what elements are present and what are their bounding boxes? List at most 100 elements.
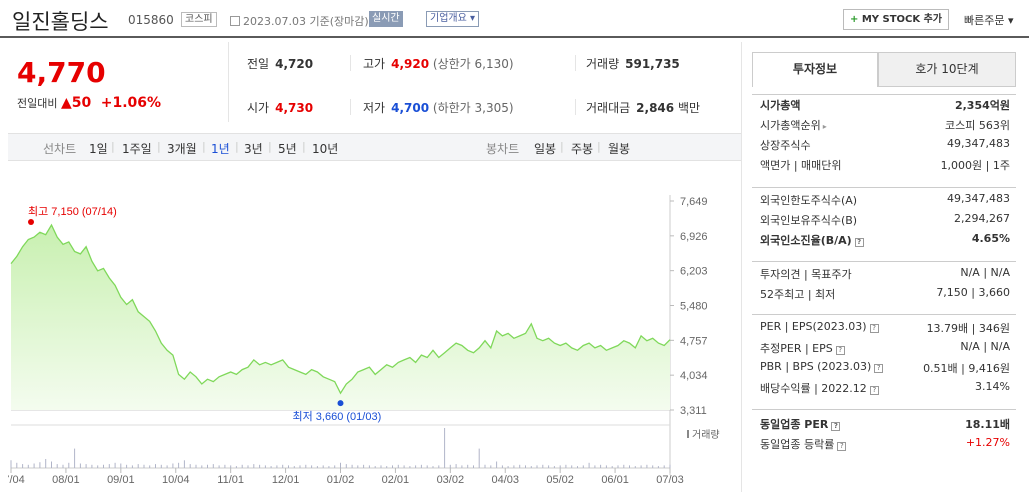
period-10y[interactable]: 10년 (312, 142, 339, 156)
chevron-down-icon: ▾ (1007, 14, 1014, 27)
period-5y[interactable]: 5년 (278, 142, 297, 156)
stock-code: 015860 (128, 13, 174, 27)
amount-unit: 백만 (677, 101, 701, 115)
info-row-value: +1.27% (965, 436, 1010, 449)
info-row-label: 동일업종 등락률? (760, 436, 847, 452)
period-1w[interactable]: 1주일 (122, 142, 152, 156)
help-icon[interactable]: ? (874, 364, 884, 373)
tab-invest-info[interactable]: 투자정보 (752, 52, 878, 87)
panel-divider (752, 94, 1016, 95)
help-icon[interactable]: ? (869, 386, 879, 395)
separator: | (268, 140, 272, 153)
info-row-label: 시가총액 (760, 97, 800, 113)
info-row-value: 3.14% (975, 380, 1010, 393)
tab-orderbook[interactable]: 호가 10단계 (878, 52, 1016, 87)
y-tick-label: 4,757 (680, 335, 708, 347)
candle-daily[interactable]: 일봉 (534, 142, 557, 156)
info-row-label: 투자의견 | 목표주가 (760, 266, 852, 282)
info-row-value: 코스피 563위 (945, 119, 1010, 132)
y-tick-label: 7,649 (680, 196, 708, 208)
info-row-label: 외국인보유주식수(B) (760, 212, 857, 228)
candle-weekly[interactable]: 주봉 (571, 142, 594, 156)
low-price: 저가 4,700 (하한가 3,305) (363, 99, 514, 116)
high-price: 고가 4,920 (상한가 6,130) (363, 55, 514, 72)
corp-info-dropdown[interactable]: 기업개요 ▾ (426, 11, 480, 27)
separator: | (235, 140, 239, 153)
up-triangle-icon: ▲ (60, 95, 72, 111)
info-row: 시가총액순위 ▸ 코스피 563위 (760, 117, 1010, 136)
info-row: 시가총액 2,354억원 (760, 97, 1010, 116)
info-row-label: 52주최고 | 최저 (760, 286, 835, 302)
open-price: 시가 4,730 (247, 99, 313, 116)
period-3m[interactable]: 3개월 (167, 142, 197, 156)
add-mystock-button[interactable]: + MY STOCK 추가 (843, 9, 949, 30)
info-row: 상장주식수 49,347,483 (760, 137, 1010, 156)
info-row-label-text: 외국인보유주식수(B) (760, 214, 858, 227)
panel-divider (752, 409, 1016, 410)
help-icon[interactable]: ? (835, 346, 845, 355)
open-label: 시가 (247, 101, 270, 115)
prev-close: 전일 4,720 (247, 55, 313, 72)
info-row-label-text: PER | EPS(2023.03) (760, 320, 867, 333)
separator: | (302, 140, 306, 153)
volume-value: 591,735 (625, 57, 680, 71)
info-row-label-text: 시가총액순위 (760, 119, 821, 132)
change-value: 50 (71, 95, 92, 111)
info-row-label-text: 추정PER | EPS (760, 342, 833, 355)
info-row-value: 4.65% (971, 232, 1010, 245)
info-row: 외국인보유주식수(B) 2,294,267 (760, 212, 1010, 231)
candle-monthly[interactable]: 월봉 (608, 142, 631, 156)
info-row-label: 액면가 | 매매단위 (760, 157, 842, 173)
info-row: PER | EPS(2023.03)? 13.79배 | 346원 (760, 320, 1010, 339)
info-row-label: 추정PER | EPS? (760, 340, 845, 356)
help-icon[interactable]: ? (854, 238, 864, 247)
help-icon[interactable]: ? (869, 324, 879, 333)
x-tick-label: 10/04 (162, 474, 190, 486)
x-tick-label: 12/01 (272, 474, 300, 486)
period-1d[interactable]: 1일 (89, 142, 108, 156)
y-tick-label: 4,034 (680, 370, 708, 382)
help-icon[interactable]: ? (831, 422, 841, 431)
change-pct: +1.06% (100, 95, 162, 111)
info-row-value: 13.79배 | 346원 (926, 322, 1010, 335)
separator: | (111, 140, 115, 153)
amount-label: 거래대금 (586, 101, 631, 115)
x-tick-label: 05/02 (546, 474, 574, 486)
volume-label: 거래량 (586, 57, 620, 71)
upper-limit: (상한가 6,130) (432, 57, 514, 71)
price-chart[interactable]: 7,649 6,926 6,203 5,480 4,757 4,034 3,311 최고 7,… (8, 185, 741, 492)
info-row-label-text: PBR | BPS (2023.03) (760, 360, 872, 373)
x-tick-label: 06/01 (601, 474, 629, 486)
info-row-label: 외국인소진율(B/A)? (760, 232, 864, 248)
info-row-value: 18.11배 (965, 418, 1010, 431)
plus-icon: + (849, 14, 859, 25)
chevron-right-icon[interactable]: ▸ (822, 122, 827, 131)
period-1y[interactable]: 1년 (211, 142, 230, 156)
amount-value: 2,846 (636, 101, 675, 115)
info-row-label-text: 배당수익률 | 2022.12 (760, 382, 867, 395)
info-row-value: 49,347,483 (947, 137, 1010, 150)
price-change: 전일대비 ▲50 +1.06% (17, 95, 161, 111)
info-row: 배당수익률 | 2022.12? 3.14% (760, 380, 1010, 399)
info-row-value: 2,354억원 (954, 99, 1010, 112)
quick-order-button[interactable]: 빠른주문 ▾ (964, 12, 1014, 28)
info-row-label: 외국인한도주식수(A) (760, 192, 857, 208)
help-icon[interactable]: ? (837, 442, 847, 451)
realtime-button[interactable]: 실시간 (369, 11, 403, 27)
x-tick-label: 01/02 (327, 474, 355, 486)
trade-amount: 거래대금 2,846 백만 (586, 99, 700, 116)
period-3y[interactable]: 3년 (244, 142, 263, 156)
y-tick-label: 6,203 (680, 266, 708, 278)
base-date-text: 2023.07.03 기준(장마감) (243, 15, 369, 28)
high-marker (28, 219, 34, 225)
info-row-value: N/A | N/A (960, 340, 1010, 353)
volume-label: 거래량 (692, 429, 720, 441)
line-chart-label: 선차트 (43, 142, 77, 156)
calendar-icon (230, 16, 240, 26)
info-row-label-text: 외국인소진율(B/A) (760, 234, 852, 247)
y-tick-label: 5,480 (680, 301, 708, 313)
divider (575, 55, 576, 71)
info-row: 동일업종 PER? 18.11배 (760, 416, 1010, 435)
info-row-label: 동일업종 PER? (760, 416, 841, 432)
info-row: 투자의견 | 목표주가 N/A | N/A (760, 266, 1010, 285)
